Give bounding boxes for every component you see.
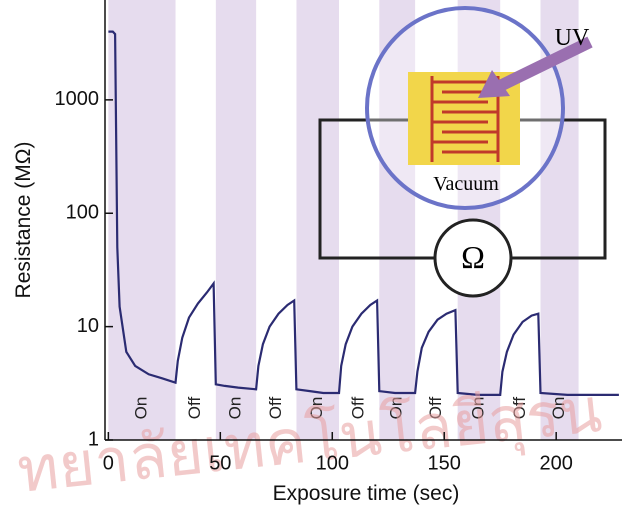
ohm-label: Ω [461, 239, 485, 275]
x-tick-label: 50 [209, 452, 231, 474]
vacuum-label: Vacuum [433, 173, 499, 195]
on-band [216, 0, 256, 440]
x-tick-label: 100 [316, 452, 349, 474]
x-axis-label: Exposure time (sec) [273, 482, 460, 505]
y-tick-label: 1 [88, 428, 99, 450]
x-tick-label: 0 [103, 452, 114, 474]
x-tick-label: 200 [539, 452, 572, 474]
uv-label: UV [555, 25, 590, 51]
on-band [296, 0, 339, 440]
x-tick-label: 150 [428, 452, 461, 474]
chart: OnOffOnOffOnOffOnOffOnOffOn UV Vacuum Ω … [0, 0, 622, 514]
y-tick-label: 1000 [55, 88, 100, 110]
band-label: On [131, 397, 150, 420]
y-tick-label: 100 [66, 202, 99, 224]
on-band [108, 0, 175, 440]
y-tick-label: 10 [77, 315, 99, 337]
y-axis-label: Resistance (MΩ) [12, 142, 35, 299]
